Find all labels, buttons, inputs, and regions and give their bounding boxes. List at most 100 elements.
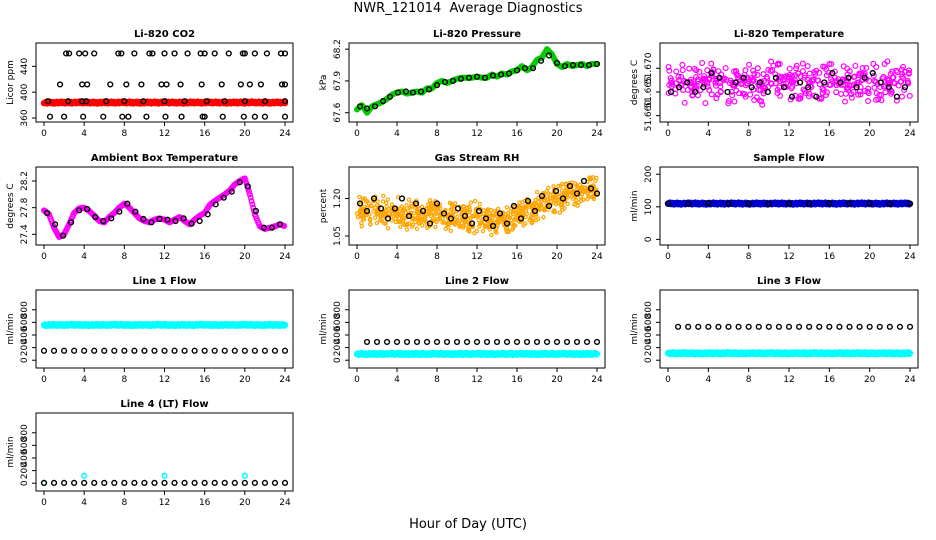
- data-point: [416, 212, 422, 218]
- x-axis-title: Hour of Day (UTC): [409, 517, 527, 532]
- data-point: [559, 188, 565, 193]
- data-point: [580, 177, 588, 185]
- y-tick-label: 200: [20, 462, 30, 479]
- x-tick-label: 12: [159, 129, 170, 139]
- data-point: [375, 199, 380, 204]
- x-tick-label: 0: [41, 252, 47, 262]
- data-point: [363, 338, 371, 346]
- data-point: [692, 88, 699, 96]
- data-point: [441, 78, 449, 86]
- data-point: [396, 219, 401, 225]
- data-point: [590, 195, 596, 200]
- x-tick-label: 8: [434, 252, 440, 262]
- data-point: [546, 185, 551, 191]
- data-point: [418, 220, 424, 225]
- panel-3: Li-820 Temperature 0 4 8 12 16 20 24 51.66051.66…: [630, 29, 919, 139]
- y-tick-label: 600: [20, 314, 30, 331]
- data-point: [481, 74, 489, 81]
- data-point: [560, 181, 565, 187]
- y-tick-label: 1.05: [333, 226, 343, 246]
- data-point: [717, 89, 724, 96]
- data-point: [889, 68, 896, 75]
- data-point: [218, 81, 225, 88]
- data-point: [704, 67, 711, 74]
- y-tick-label: 27.8: [20, 197, 30, 217]
- data-point: [123, 81, 130, 88]
- data-point: [221, 479, 228, 487]
- data-point: [103, 98, 110, 105]
- data-point: [804, 63, 811, 70]
- data-point: [281, 479, 289, 487]
- data-point: [459, 220, 464, 226]
- data-point: [463, 338, 471, 346]
- data-point: [686, 65, 693, 72]
- data-point: [281, 50, 289, 57]
- data-point: [754, 65, 761, 72]
- x-tick-label: 4: [705, 375, 711, 385]
- data-point: [812, 70, 819, 77]
- data-point: [901, 68, 908, 75]
- data-point: [725, 323, 732, 330]
- data-point: [488, 207, 494, 213]
- data-point: [764, 88, 771, 96]
- data-point: [496, 217, 501, 223]
- data-point: [443, 338, 451, 346]
- y-tick-label: 800: [20, 301, 30, 318]
- data-point: [101, 347, 108, 354]
- data-point: [115, 50, 122, 57]
- data-point: [551, 209, 556, 214]
- y-tick-label: 67.6: [333, 102, 343, 122]
- data-point: [523, 214, 528, 220]
- data-point: [693, 82, 700, 89]
- data-point: [372, 215, 378, 220]
- data-point: [904, 79, 911, 86]
- x-tick-label: 24: [279, 375, 291, 385]
- data-point: [488, 217, 493, 223]
- data-point: [281, 347, 289, 354]
- y-tick-label: 27.4: [20, 224, 30, 244]
- x-tick-label: 0: [41, 498, 47, 508]
- data-point: [198, 81, 205, 88]
- series-black-1: [40, 479, 289, 487]
- data-point: [433, 200, 441, 207]
- data-point: [856, 323, 863, 330]
- data-point: [68, 219, 75, 226]
- y-tick-label: 600: [644, 314, 654, 331]
- data-point: [261, 98, 269, 105]
- data-point: [390, 211, 396, 217]
- data-point: [747, 91, 754, 98]
- data-point: [715, 323, 722, 330]
- data-point: [140, 215, 147, 223]
- x-tick-label: 0: [41, 375, 47, 385]
- data-point: [780, 77, 787, 84]
- x-tick-label: 20: [551, 252, 563, 262]
- data-point: [416, 210, 422, 216]
- data-point: [829, 69, 836, 77]
- data-point: [76, 207, 83, 214]
- data-point: [668, 77, 675, 84]
- data-point: [143, 113, 150, 120]
- data-point: [371, 209, 376, 214]
- data-point: [531, 207, 539, 215]
- x-tick-label: 24: [591, 129, 603, 139]
- data-point: [416, 216, 422, 222]
- plot-area: [354, 175, 601, 238]
- data-point: [241, 50, 248, 57]
- data-point: [404, 222, 410, 227]
- data-point: [278, 81, 286, 88]
- data-point: [281, 321, 289, 329]
- x-tick-label: 24: [279, 252, 291, 262]
- x-tick-label: 16: [199, 129, 211, 139]
- data-point: [140, 98, 147, 105]
- data-point: [712, 82, 719, 89]
- data-point: [440, 220, 445, 225]
- y-tick-label: 51.660: [644, 100, 654, 132]
- data-point: [438, 211, 444, 216]
- data-point: [366, 201, 372, 206]
- data-point: [793, 65, 800, 72]
- x-tick-label: 8: [746, 252, 752, 262]
- data-point: [901, 87, 908, 94]
- data-point: [359, 220, 364, 226]
- y-axis-label: ml/min: [630, 313, 640, 344]
